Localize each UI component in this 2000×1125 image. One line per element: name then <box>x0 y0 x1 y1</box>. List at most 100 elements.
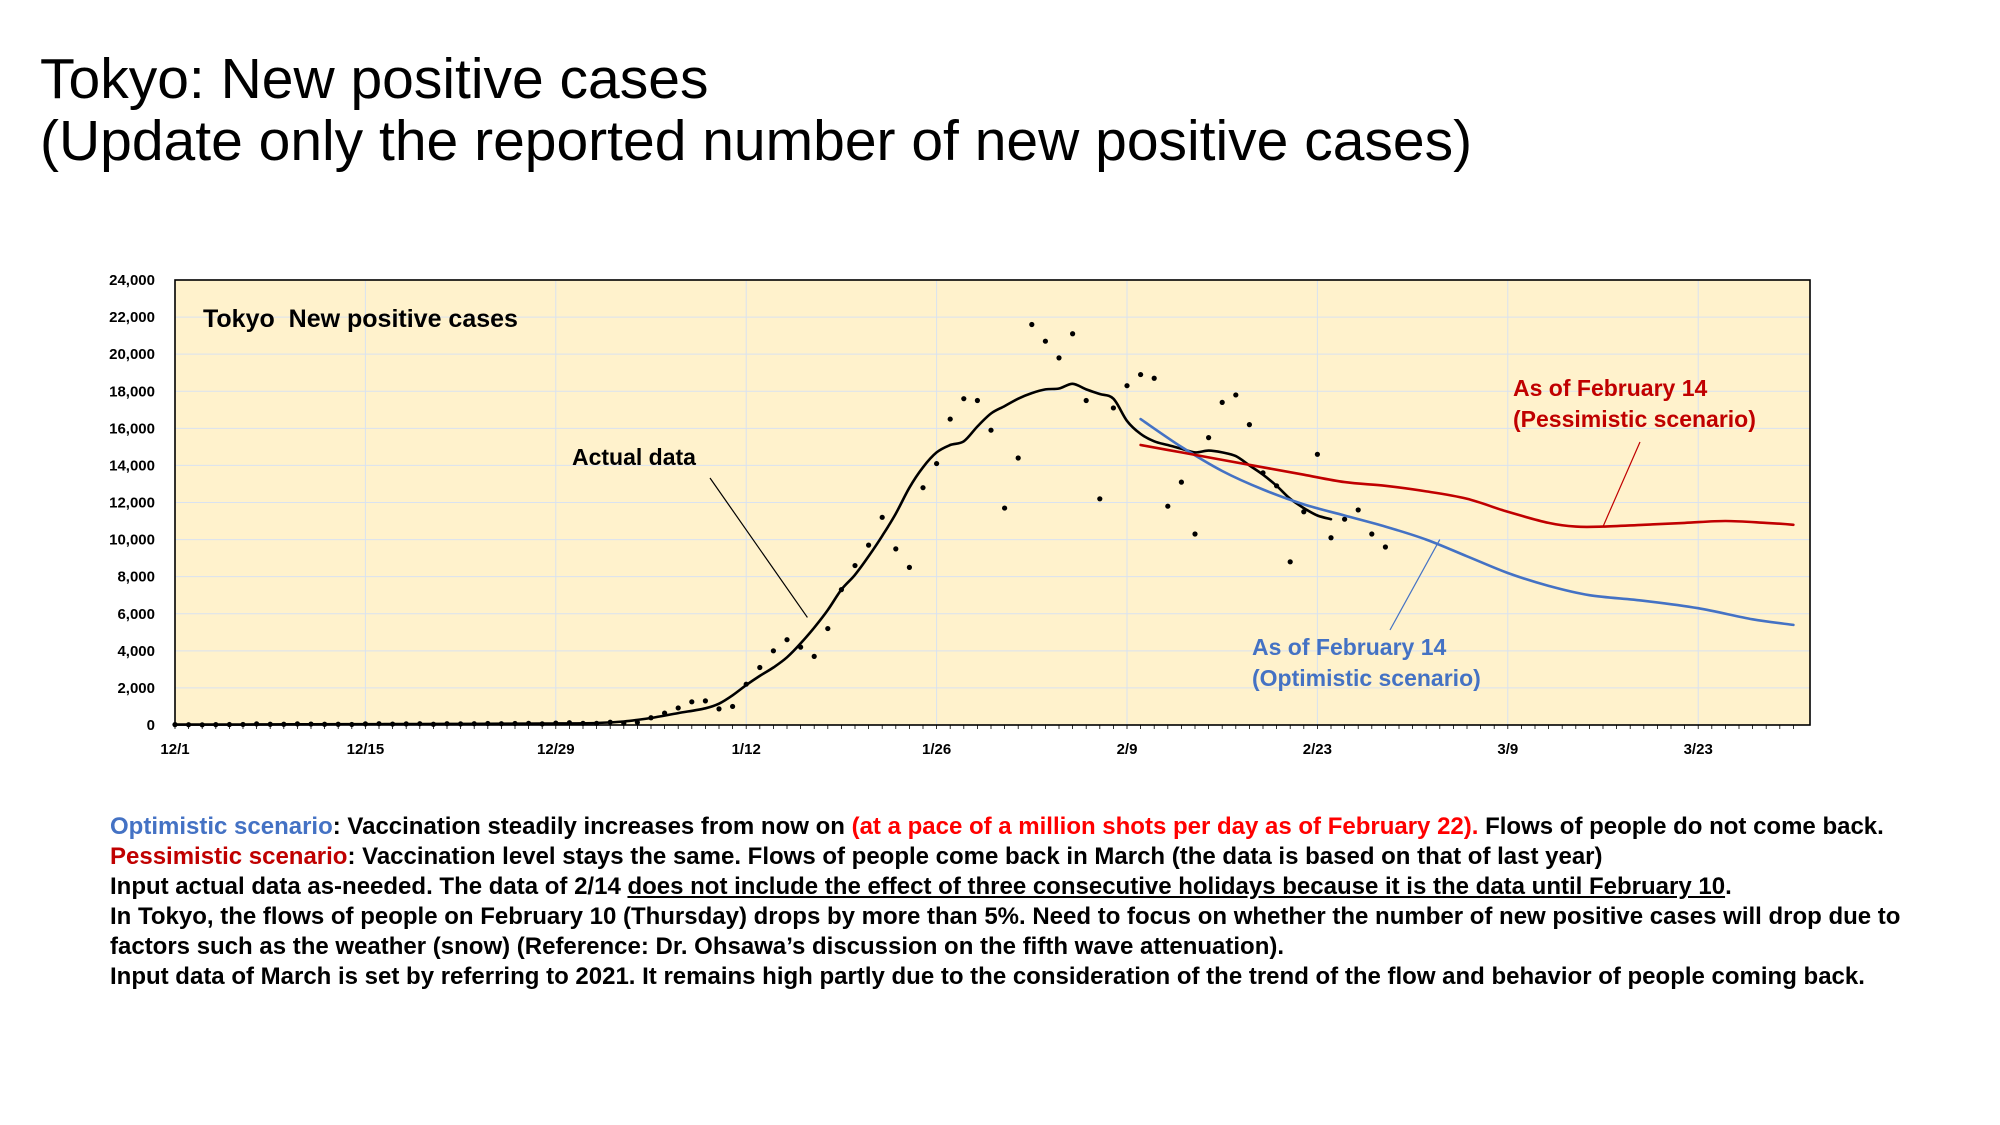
daily-point <box>988 427 994 433</box>
daily-point <box>947 416 953 422</box>
y-tick-label: 22,000 <box>109 309 155 326</box>
plot-border <box>174 279 1811 726</box>
x-tick-label: 12/15 <box>347 741 385 758</box>
leader-line-optimistic <box>1389 539 1441 631</box>
daily-point <box>1206 435 1212 441</box>
label-pessimistic-line1: As of February 14 <box>1513 375 1707 401</box>
optimistic-highlight: (at a pace of a million shots per day as… <box>851 813 1479 840</box>
y-axis: 0 2,000 4,000 6,000 8,000 10,000 12,000 14,000 1… <box>109 272 155 734</box>
optimistic-label: Optimistic scenario <box>110 813 333 840</box>
chart-title: Tokyo New positive cases <box>203 305 518 333</box>
leader-line-pessimistic <box>1602 441 1641 527</box>
line-pessimistic-scenario <box>1139 443 1795 529</box>
line-actual-data <box>173 382 1333 726</box>
label-optimistic-line2: (Optimistic scenario) <box>1252 665 1481 691</box>
daily-point <box>879 514 885 520</box>
note-flows: In Tokyo, the flows of people on Februar… <box>110 903 1901 960</box>
x-tick-label: 12/1 <box>160 741 189 758</box>
daily-point <box>716 706 722 712</box>
daily-point <box>961 396 967 402</box>
notes: Optimistic scenario: Vaccination steadil… <box>110 812 1950 992</box>
note-pessimistic: Pessimistic scenario: Vaccination level … <box>110 842 1950 872</box>
leader-line-actual <box>709 477 808 618</box>
y-tick-label: 10,000 <box>109 532 155 549</box>
annotations: Actual data As of February 14 (Pessimist… <box>572 375 1756 691</box>
daily-point <box>1083 397 1089 404</box>
x-tick-label: 3/23 <box>1684 741 1713 758</box>
daily-point <box>1382 544 1388 550</box>
daily-point <box>852 562 858 569</box>
daily-point <box>770 648 777 654</box>
y-tick-label: 16,000 <box>109 420 155 437</box>
x-tick-label: 1/12 <box>732 741 761 758</box>
label-pessimistic-line2: (Pessimistic scenario) <box>1513 406 1756 432</box>
daily-point <box>1355 507 1361 513</box>
slide-title-line2: (Update only the reported number of new … <box>40 109 1473 173</box>
daily-point <box>1110 405 1116 411</box>
daily-point <box>920 485 926 491</box>
input-text2: . <box>1725 873 1732 900</box>
daily-point <box>730 703 736 710</box>
daily-point <box>1178 479 1184 485</box>
daily-point <box>757 664 763 671</box>
label-actual-data: Actual data <box>572 444 696 470</box>
daily-point <box>1165 503 1171 509</box>
daily-point <box>1219 399 1225 405</box>
daily-point <box>1124 383 1130 389</box>
y-tick-label: 20,000 <box>109 346 155 363</box>
line-optimistic-scenario <box>1139 417 1795 627</box>
y-tick-label: 8,000 <box>117 569 155 586</box>
daily-point <box>1151 375 1157 381</box>
chart: 0 2,000 4,000 6,000 8,000 10,000 12,000 14,000 1… <box>109 272 1811 758</box>
optimistic-text2: Flows of people do not come back. <box>1478 813 1884 840</box>
daily-point <box>1342 516 1348 522</box>
y-tick-label: 24,000 <box>109 272 155 289</box>
daily-point <box>1029 321 1035 328</box>
optimistic-text1: : Vaccination steadily increases from no… <box>332 813 852 840</box>
daily-point <box>1192 531 1198 537</box>
daily-point <box>1056 355 1062 361</box>
daily-point <box>906 564 913 570</box>
x-axis: 12/1 12/15 12/29 1/12 1/26 2/9 2/23 3/9 3/23 <box>160 725 1794 758</box>
pessimistic-text: : Vaccination level stays the same. Flow… <box>347 843 1603 870</box>
daily-point <box>811 653 817 659</box>
daily-point <box>1070 331 1076 337</box>
daily-point <box>1233 392 1239 398</box>
daily-point <box>1328 535 1334 541</box>
x-tick-label: 2/23 <box>1303 741 1332 758</box>
daily-point <box>1042 338 1048 344</box>
y-tick-label: 2,000 <box>117 680 155 697</box>
daily-point <box>1097 496 1103 502</box>
y-tick-label: 18,000 <box>109 383 155 400</box>
daily-point <box>866 542 872 548</box>
daily-point <box>825 625 831 632</box>
daily-point <box>1246 422 1252 428</box>
series-lines <box>173 382 1795 726</box>
daily-point <box>689 699 695 705</box>
daily-point <box>1138 371 1144 378</box>
daily-point <box>1287 559 1293 565</box>
x-tick-label: 1/26 <box>922 741 951 758</box>
y-tick-label: 0 <box>147 717 155 734</box>
daily-point <box>1369 531 1375 537</box>
note-input: Input actual data as-needed. The data of… <box>110 872 1950 902</box>
daily-point <box>1002 505 1008 511</box>
note-optimistic: Optimistic scenario: Vaccination steadil… <box>110 812 1950 842</box>
pessimistic-label: Pessimistic scenario <box>110 843 348 870</box>
input-text1: Input actual data as-needed. The data of… <box>110 873 628 900</box>
daily-point <box>1015 455 1021 461</box>
daily-point <box>1301 509 1307 515</box>
y-tick-label: 14,000 <box>109 457 155 474</box>
x-tick-label: 12/29 <box>537 741 575 758</box>
daily-point <box>702 698 709 704</box>
y-tick-label: 6,000 <box>117 606 155 623</box>
y-tick-label: 12,000 <box>109 495 155 512</box>
daily-point <box>675 705 681 711</box>
note-march: Input data of March is set by referring … <box>110 963 1865 990</box>
label-optimistic-line1: As of February 14 <box>1252 634 1446 660</box>
y-tick-label: 4,000 <box>117 643 155 660</box>
daily-point <box>1314 451 1320 457</box>
daily-point <box>974 397 981 404</box>
daily-point <box>934 460 940 467</box>
x-tick-label: 2/9 <box>1117 741 1138 758</box>
